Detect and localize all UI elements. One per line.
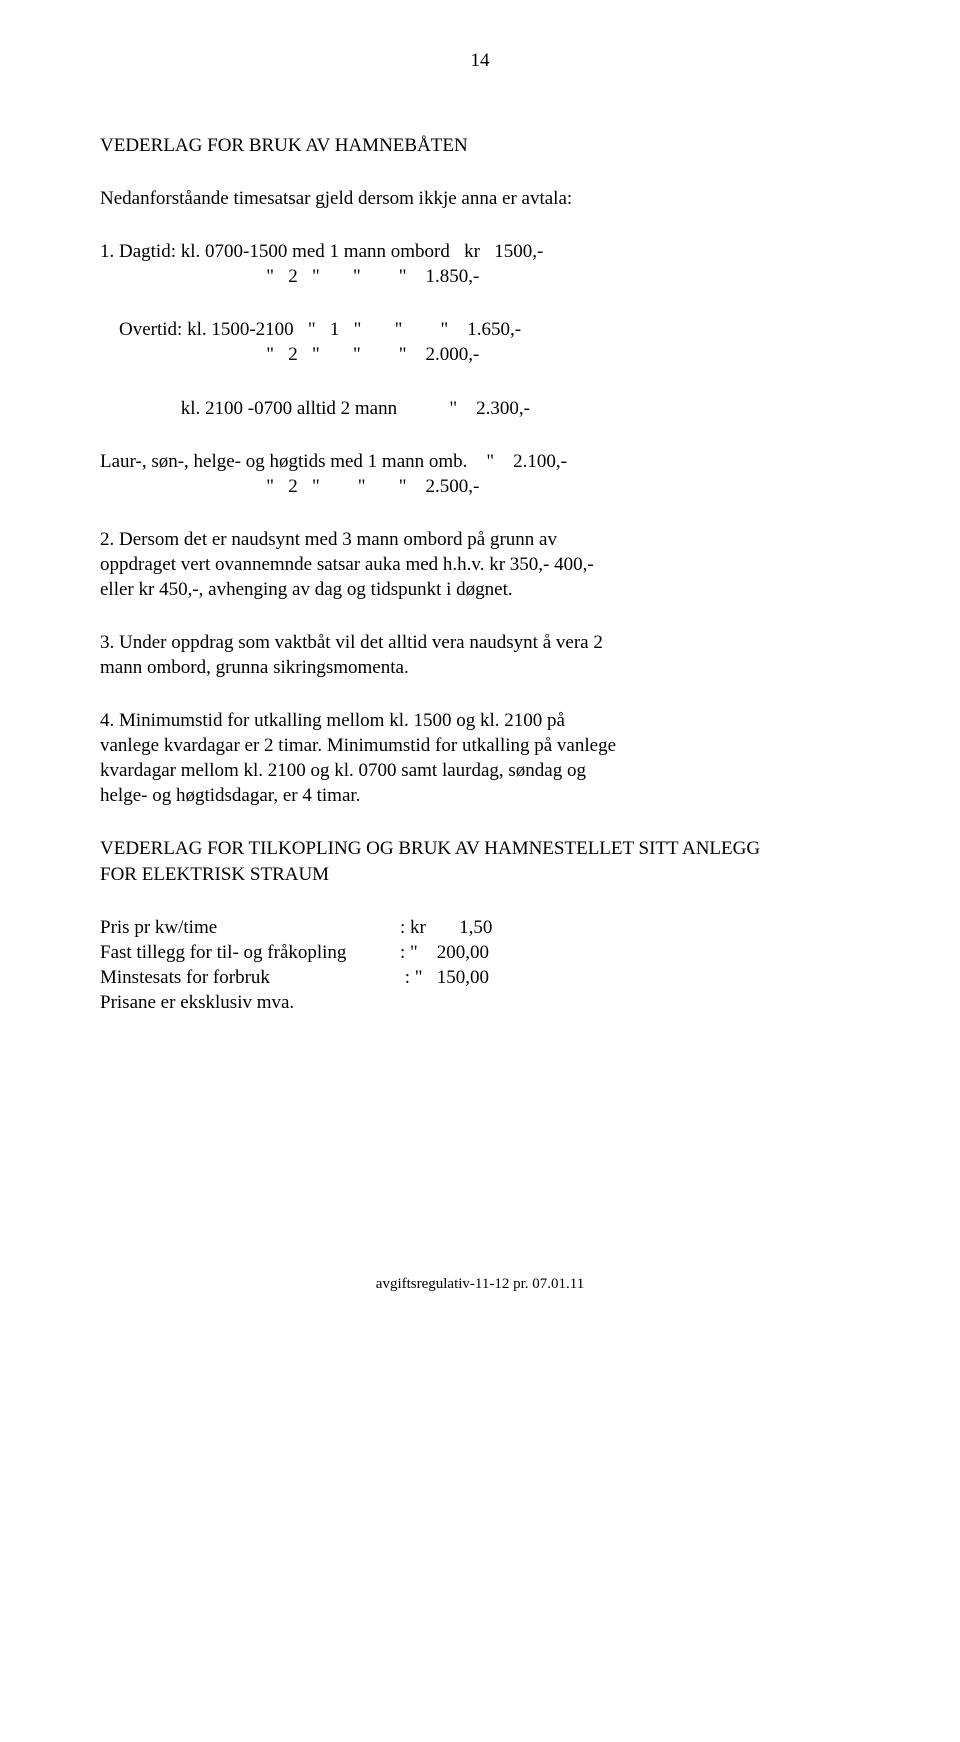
price-list: Pris pr kw/time : kr 1,50 Fast tillegg f… xyxy=(100,915,860,1015)
price-label: Pris pr kw/time xyxy=(100,915,400,940)
item-text: 3. Under oppdrag som vaktbåt vil det all… xyxy=(100,632,603,678)
page-footer: avgiftsregulativ-11-12 pr. 07.01.11 xyxy=(100,1275,860,1295)
price-value: : " 150,00 xyxy=(400,965,489,990)
rate-line: " 2 " " " 2.500,- xyxy=(100,474,860,499)
price-value: : " 200,00 xyxy=(400,940,489,965)
rate-line: " 2 " " " 2.000,- xyxy=(100,342,860,367)
price-label: Fast tillegg for til- og fråkopling xyxy=(100,940,400,965)
rate-block-dagtid: 1. Dagtid: kl. 0700-1500 med 1 mann ombo… xyxy=(100,239,860,289)
rate-line: Overtid: kl. 1500-2100 " 1 " " " 1.650,- xyxy=(100,317,860,342)
intro-paragraph: Nedanforståande timesatsar gjeld dersom … xyxy=(100,186,860,211)
rate-block-overtid: Overtid: kl. 1500-2100 " 1 " " " 1.650,-… xyxy=(100,317,860,367)
price-value: : kr 1,50 xyxy=(400,915,492,940)
document-page: 14 VEDERLAG FOR BRUK AV HAMNEBÅTEN Nedan… xyxy=(0,0,960,1335)
rate-block-night: kl. 2100 -0700 alltid 2 mann " 2.300,- xyxy=(100,396,860,421)
heading-line: FOR ELEKTRISK STRAUM xyxy=(100,862,860,887)
price-row: Fast tillegg for til- og fråkopling : " … xyxy=(100,940,860,965)
rate-line: kl. 2100 -0700 alltid 2 mann " 2.300,- xyxy=(100,396,860,421)
page-number: 14 xyxy=(100,48,860,73)
section-heading-2: VEDERLAG FOR TILKOPLING OG BRUK AV HAMNE… xyxy=(100,836,860,886)
numbered-item-3: 3. Under oppdrag som vaktbåt vil det all… xyxy=(100,630,620,680)
price-row: Pris pr kw/time : kr 1,50 xyxy=(100,915,860,940)
rate-block-holiday: Laur-, søn-, helge- og høgtids med 1 man… xyxy=(100,449,860,499)
rate-line: Laur-, søn-, helge- og høgtids med 1 man… xyxy=(100,449,860,474)
price-row: Minstesats for forbruk : " 150,00 xyxy=(100,965,860,990)
rate-line: " 2 " " " 1.850,- xyxy=(100,264,860,289)
numbered-item-2: 2. Dersom det er naudsynt med 3 mann omb… xyxy=(100,527,620,602)
section-heading-1: VEDERLAG FOR BRUK AV HAMNEBÅTEN xyxy=(100,133,860,158)
item-text: 2. Dersom det er naudsynt med 3 mann omb… xyxy=(100,529,594,600)
price-label: Minstesats for forbruk xyxy=(100,965,400,990)
numbered-item-4: 4. Minimumstid for utkalling mellom kl. … xyxy=(100,708,620,808)
heading-line: VEDERLAG FOR TILKOPLING OG BRUK AV HAMNE… xyxy=(100,836,860,861)
rate-line: 1. Dagtid: kl. 0700-1500 med 1 mann ombo… xyxy=(100,239,860,264)
item-text: 4. Minimumstid for utkalling mellom kl. … xyxy=(100,710,616,806)
price-note: Prisane er eksklusiv mva. xyxy=(100,990,860,1015)
